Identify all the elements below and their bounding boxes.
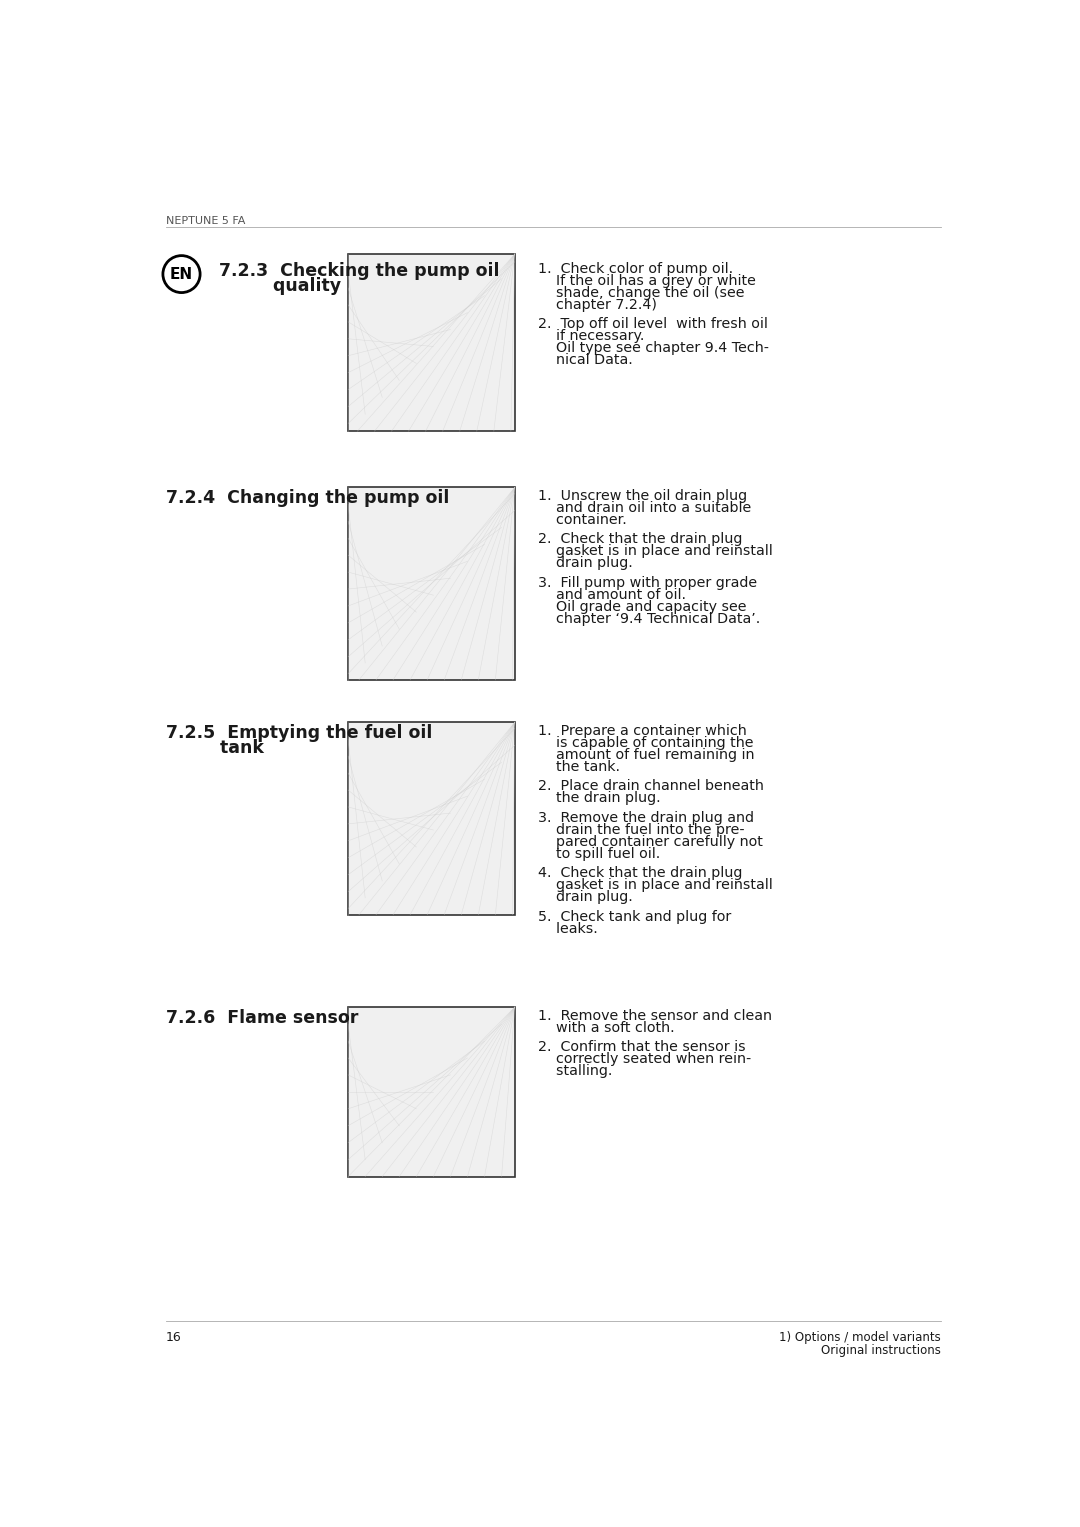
Text: shade, change the oil (see: shade, change the oil (see — [538, 286, 744, 299]
Text: to spill fuel oil.: to spill fuel oil. — [538, 846, 660, 861]
FancyBboxPatch shape — [348, 253, 515, 431]
Text: 16: 16 — [166, 1330, 181, 1344]
FancyBboxPatch shape — [348, 722, 515, 915]
Text: 7.2.4  Changing the pump oil: 7.2.4 Changing the pump oil — [166, 489, 449, 507]
Text: 1.  Prepare a container which: 1. Prepare a container which — [538, 724, 746, 738]
Text: Oil type see chapter 9.4 Tech-: Oil type see chapter 9.4 Tech- — [538, 341, 769, 356]
Text: 2.  Top off oil level  with fresh oil: 2. Top off oil level with fresh oil — [538, 318, 768, 331]
Text: stalling.: stalling. — [538, 1064, 612, 1078]
Text: drain plug.: drain plug. — [538, 556, 633, 570]
Text: drain the fuel into the pre-: drain the fuel into the pre- — [538, 823, 744, 837]
Text: 4.  Check that the drain plug: 4. Check that the drain plug — [538, 866, 742, 880]
Text: tank: tank — [166, 739, 264, 757]
Text: 1.  Check color of pump oil.: 1. Check color of pump oil. — [538, 261, 733, 276]
Text: if necessary.: if necessary. — [538, 330, 645, 344]
Text: Oil grade and capacity see: Oil grade and capacity see — [538, 600, 746, 614]
Text: amount of fuel remaining in: amount of fuel remaining in — [538, 748, 755, 762]
Text: EN: EN — [170, 267, 193, 281]
Text: nical Data.: nical Data. — [538, 353, 633, 366]
Text: 1) Options / model variants: 1) Options / model variants — [780, 1330, 941, 1344]
Text: and amount of oil.: and amount of oil. — [538, 588, 686, 602]
Text: container.: container. — [538, 513, 626, 527]
FancyBboxPatch shape — [348, 487, 515, 680]
Text: quality: quality — [218, 278, 341, 295]
Text: 2.  Check that the drain plug: 2. Check that the drain plug — [538, 533, 742, 547]
Text: drain plug.: drain plug. — [538, 890, 633, 904]
Text: leaks.: leaks. — [538, 922, 597, 936]
FancyBboxPatch shape — [348, 1008, 515, 1176]
Text: 2.  Confirm that the sensor is: 2. Confirm that the sensor is — [538, 1040, 745, 1054]
Text: chapter ‘9.4 Technical Data’.: chapter ‘9.4 Technical Data’. — [538, 612, 760, 626]
Text: pared container carefully not: pared container carefully not — [538, 835, 762, 849]
Text: 5.  Check tank and plug for: 5. Check tank and plug for — [538, 910, 731, 924]
Text: the tank.: the tank. — [538, 759, 620, 774]
Text: Original instructions: Original instructions — [821, 1344, 941, 1358]
Text: 2.  Place drain channel beneath: 2. Place drain channel beneath — [538, 779, 764, 793]
Text: 3.  Remove the drain plug and: 3. Remove the drain plug and — [538, 811, 754, 825]
Text: gasket is in place and reinstall: gasket is in place and reinstall — [538, 878, 773, 892]
Text: chapter 7.2.4): chapter 7.2.4) — [538, 298, 657, 312]
Text: and drain oil into a suitable: and drain oil into a suitable — [538, 501, 752, 515]
Text: the drain plug.: the drain plug. — [538, 791, 661, 805]
Text: NEPTUNE 5 FA: NEPTUNE 5 FA — [166, 215, 245, 226]
Text: 7.2.5  Emptying the fuel oil: 7.2.5 Emptying the fuel oil — [166, 724, 432, 742]
Text: gasket is in place and reinstall: gasket is in place and reinstall — [538, 544, 773, 559]
Text: with a soft cloth.: with a soft cloth. — [538, 1020, 675, 1035]
Text: correctly seated when rein-: correctly seated when rein- — [538, 1052, 752, 1066]
Text: 3.  Fill pump with proper grade: 3. Fill pump with proper grade — [538, 576, 757, 589]
Text: 7.2.3  Checking the pump oil: 7.2.3 Checking the pump oil — [218, 261, 499, 279]
Text: If the oil has a grey or white: If the oil has a grey or white — [538, 273, 756, 287]
Text: 1.  Unscrew the oil drain plug: 1. Unscrew the oil drain plug — [538, 489, 747, 502]
Text: 1.  Remove the sensor and clean: 1. Remove the sensor and clean — [538, 1009, 772, 1023]
Text: 7.2.6  Flame sensor: 7.2.6 Flame sensor — [166, 1009, 359, 1026]
Text: is capable of containing the: is capable of containing the — [538, 736, 754, 750]
